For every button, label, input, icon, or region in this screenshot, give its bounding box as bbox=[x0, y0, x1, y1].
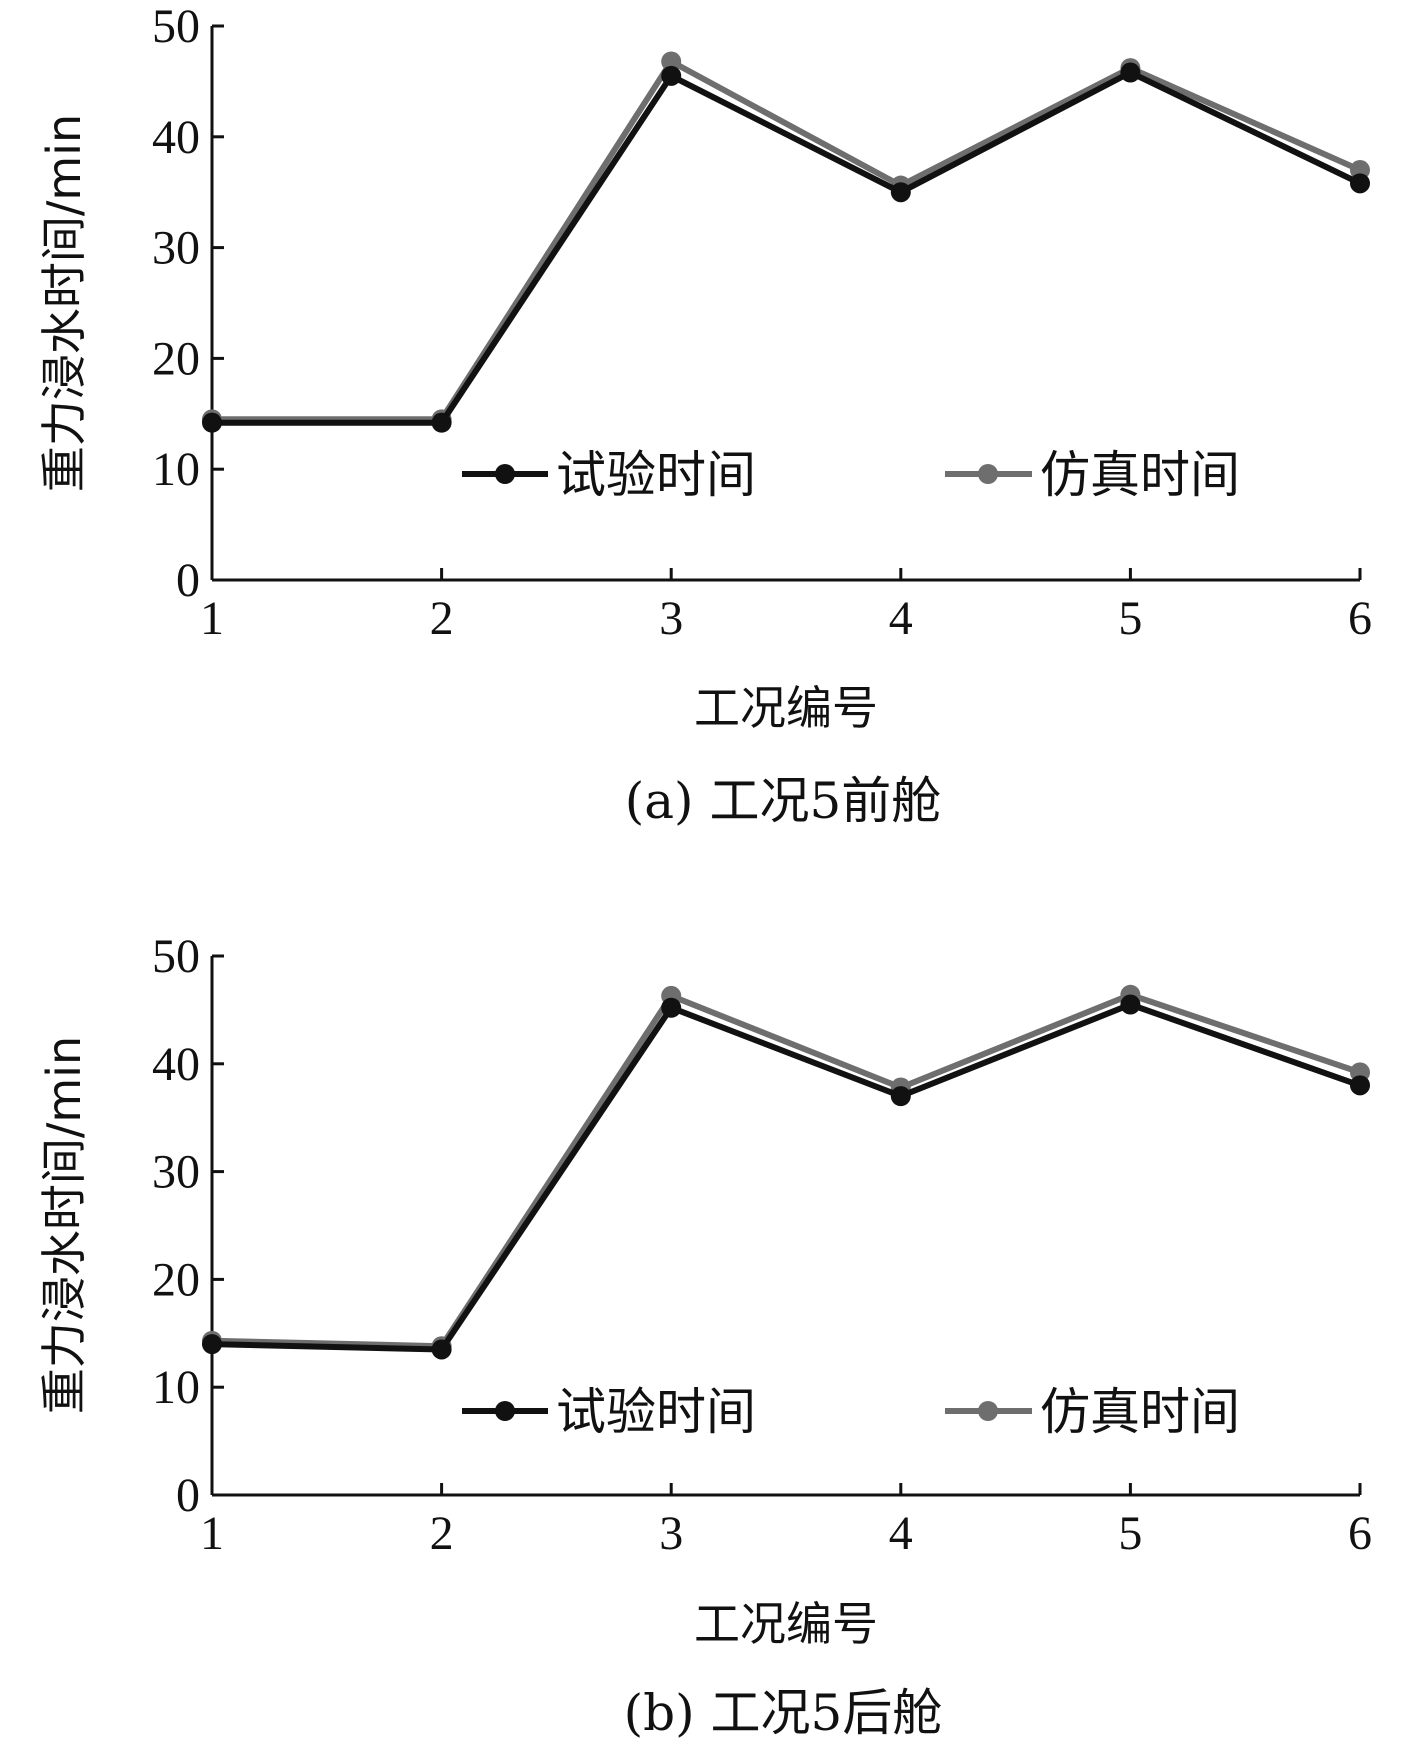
chart-panel-a: 0 10 20 30 40 50 1 2 3 4 5 6 重力浸水时间/min … bbox=[37, 0, 1372, 830]
chart-b-y-tick-label: 20 bbox=[152, 1253, 200, 1306]
chart-b-point-test bbox=[1120, 994, 1141, 1015]
chart-b-x-tick-labels: 1 2 3 4 5 6 bbox=[200, 1507, 1372, 1560]
chart-b-line-test bbox=[209, 1001, 1363, 1353]
chart-a-legend-marker-test bbox=[495, 464, 515, 484]
chart-b-caption: (b) 工况5后舱 bbox=[624, 1684, 943, 1742]
chart-a-y-tick-label: 40 bbox=[152, 111, 200, 164]
chart-b-legend: 试验时间 仿真时间 bbox=[462, 1383, 1240, 1441]
chart-a-point-simulation bbox=[661, 51, 682, 72]
chart-a-x-tick-label: 1 bbox=[200, 592, 224, 645]
chart-b-point-test bbox=[1350, 1075, 1370, 1096]
chart-b-line-simulation bbox=[209, 991, 1363, 1350]
chart-b-y-axis-title: 重力浸水时间/min bbox=[37, 1036, 91, 1414]
chart-b-point-test bbox=[890, 1086, 911, 1107]
chart-b-x-ticks bbox=[210, 1483, 1362, 1495]
chart-a-x-tick-label: 6 bbox=[1348, 592, 1372, 645]
chart-b-legend-marker-simulation bbox=[978, 1401, 998, 1421]
chart-panel-b: 0 10 20 30 40 50 1 2 3 4 5 6 重力浸水时间/min … bbox=[37, 930, 1372, 1742]
chart-a-x-tick-label: 2 bbox=[430, 592, 454, 645]
chart-b-axes bbox=[210, 956, 1360, 1497]
chart-b-legend-marker-test bbox=[495, 1401, 515, 1421]
chart-b-legend-label-test: 试验时间 bbox=[556, 1383, 756, 1441]
chart-a-y-ticks bbox=[212, 24, 224, 582]
chart-a-point-test bbox=[890, 182, 911, 203]
chart-b-x-tick-label: 2 bbox=[430, 1507, 454, 1560]
chart-a-point-test bbox=[202, 412, 222, 433]
chart-b-y-ticks bbox=[212, 954, 224, 1497]
chart-b-y-tick-labels: 0 10 20 30 40 50 bbox=[152, 930, 200, 1522]
chart-a-point-test bbox=[1350, 173, 1370, 194]
chart-b-legend-label-simulation: 仿真时间 bbox=[1040, 1383, 1240, 1441]
chart-a-caption: (a) 工况5前舱 bbox=[625, 772, 942, 830]
chart-a-legend-marker-simulation bbox=[978, 464, 998, 484]
chart-a-x-ticks bbox=[210, 568, 1362, 580]
chart-b-y-tick-label: 50 bbox=[152, 930, 200, 983]
chart-b-y-tick-label: 10 bbox=[152, 1361, 200, 1414]
chart-a-legend-label-simulation: 仿真时间 bbox=[1040, 446, 1240, 504]
chart-a-line-test bbox=[209, 69, 1363, 426]
chart-b-x-tick-label: 6 bbox=[1348, 1507, 1372, 1560]
chart-a-x-tick-label: 4 bbox=[889, 592, 913, 645]
chart-a-y-tick-label: 20 bbox=[152, 332, 200, 385]
chart-b-x-tick-label: 1 bbox=[200, 1507, 224, 1560]
chart-a-legend: 试验时间 仿真时间 bbox=[462, 446, 1240, 504]
chart-a-line-simulation bbox=[209, 58, 1363, 423]
chart-a-y-tick-labels: 0 10 20 30 40 50 bbox=[152, 0, 200, 607]
chart-a-legend-label-test: 试验时间 bbox=[556, 446, 756, 504]
chart-a-point-test bbox=[661, 65, 682, 86]
chart-a-point-test bbox=[1120, 62, 1141, 83]
chart-b-series-test bbox=[202, 994, 1370, 1360]
chart-a-y-axis-title: 重力浸水时间/min bbox=[37, 114, 91, 492]
chart-a-y-tick-label: 0 bbox=[176, 554, 200, 607]
chart-b-y-tick-label: 40 bbox=[152, 1038, 200, 1091]
chart-b-x-tick-label: 3 bbox=[659, 1507, 683, 1560]
chart-b-series-simulation bbox=[202, 984, 1370, 1357]
chart-b-point-test bbox=[202, 1334, 222, 1355]
chart-a-point-test bbox=[431, 412, 452, 433]
chart-b-y-tick-label: 30 bbox=[152, 1146, 200, 1199]
chart-a-y-tick-label: 10 bbox=[152, 443, 200, 496]
chart-b-x-tick-label: 5 bbox=[1118, 1507, 1142, 1560]
chart-a-y-tick-label: 50 bbox=[152, 0, 200, 53]
chart-b-point-test bbox=[431, 1339, 452, 1360]
chart-a-y-tick-label: 30 bbox=[152, 222, 200, 275]
chart-a-axes bbox=[210, 26, 1360, 582]
chart-a-x-tick-label: 5 bbox=[1118, 592, 1142, 645]
chart-a-x-axis-title: 工况编号 bbox=[694, 681, 878, 735]
chart-b-y-tick-label: 0 bbox=[176, 1469, 200, 1522]
chart-a-series-test bbox=[202, 62, 1370, 433]
chart-a-x-tick-labels: 1 2 3 4 5 6 bbox=[200, 592, 1372, 645]
chart-b-x-axis-title: 工况编号 bbox=[694, 1597, 878, 1651]
chart-a-x-tick-label: 3 bbox=[659, 592, 683, 645]
chart-b-x-tick-label: 4 bbox=[889, 1507, 913, 1560]
chart-a-series-simulation bbox=[202, 51, 1370, 430]
chart-b-point-test bbox=[661, 997, 682, 1018]
